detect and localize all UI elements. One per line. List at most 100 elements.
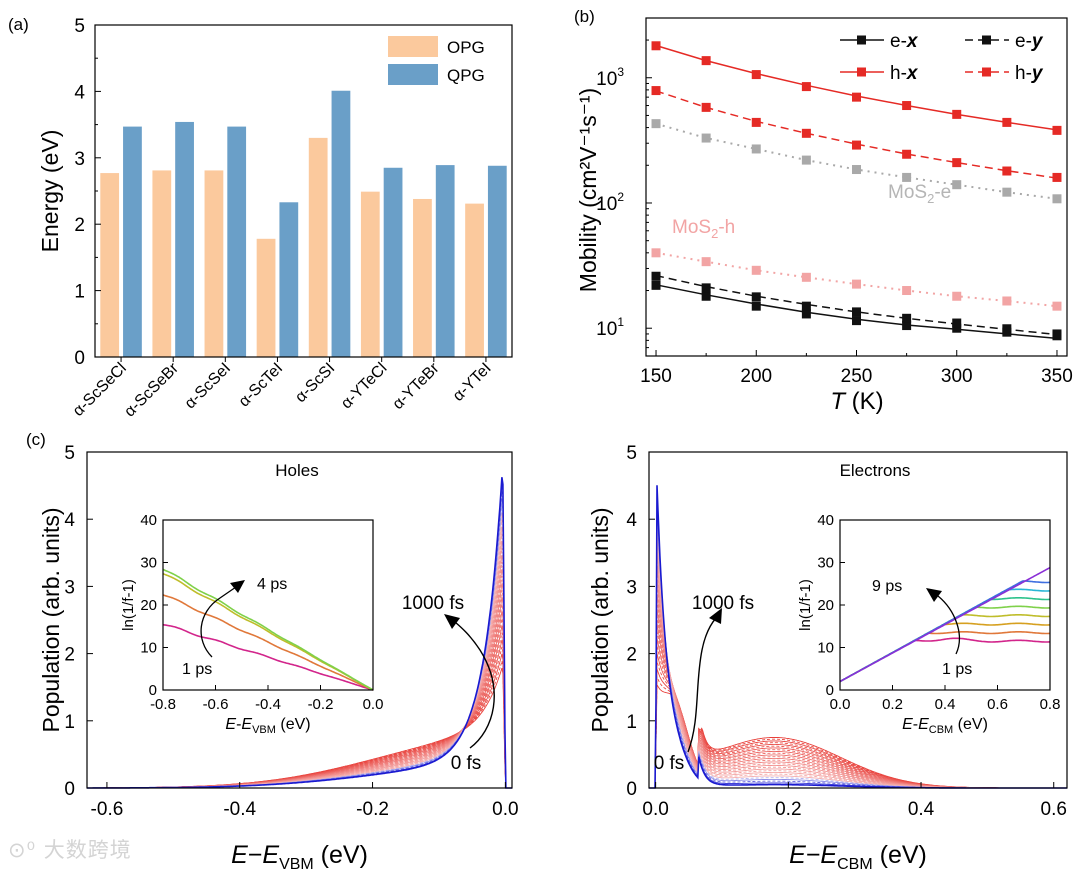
- distribution-curve: [649, 660, 1067, 789]
- series-line-1: [655, 274, 1058, 336]
- data-point: [952, 158, 962, 168]
- bar-opg-4: [308, 137, 328, 357]
- data-point: [952, 109, 962, 119]
- inset-x-tick-label: 0.6: [987, 696, 1008, 713]
- x-tick-label: 0.2: [775, 799, 801, 820]
- y-tick-label: 0: [74, 348, 85, 369]
- y-tick-label: 0: [626, 779, 637, 800]
- x-axis-label: E−ECBM (eV): [789, 841, 927, 872]
- x-tick-label: 0.6: [1041, 799, 1067, 820]
- inset-label-late: 9 ps: [872, 578, 902, 595]
- distribution-curve: [649, 614, 1067, 789]
- data-point: [701, 283, 711, 293]
- inset-x-tick-label: -0.4: [255, 696, 281, 713]
- inset-x-axis-label: E-EVBM (eV): [225, 716, 310, 736]
- category-label: α-ScTeI: [236, 360, 287, 411]
- time-arrow: [454, 621, 495, 749]
- y-tick-label: 1: [626, 712, 637, 733]
- legend-label-qpg: QPG: [447, 66, 485, 85]
- y-tick-label: 103: [596, 65, 624, 90]
- data-point: [751, 144, 761, 154]
- data-point: [852, 165, 861, 175]
- y-tick-label: 3: [64, 577, 75, 598]
- time-label-late: 1000 fs: [402, 593, 464, 614]
- y-axis-label: Energy (eV): [37, 130, 63, 253]
- y-tick-label: 3: [626, 577, 637, 598]
- x-tick-label: -0.6: [91, 799, 124, 820]
- inset-holes: -0.8 -0.6 -0.4 -0.2 0.0 0 10 20 30 40 ln(1/f-1) E-E…: [120, 512, 383, 736]
- data-point: [651, 119, 661, 129]
- data-point: [751, 265, 761, 275]
- data-point: [801, 309, 811, 319]
- x-tick-label: 150: [640, 366, 672, 387]
- y-tick-label: 1: [74, 282, 85, 303]
- data-point: [651, 86, 661, 96]
- bar-qpg-2: [227, 126, 247, 357]
- category-label: α-ScSI: [292, 360, 338, 406]
- x-tick-label: 250: [841, 366, 873, 387]
- bar-qpg-0: [123, 126, 142, 357]
- data-point: [1002, 296, 1012, 306]
- inset-y-tick-label: 40: [140, 512, 157, 529]
- x-tick-label: -0.4: [223, 799, 256, 820]
- category-label: α-ScSeBr: [121, 359, 182, 420]
- data-point: [801, 82, 811, 92]
- y-tick-label: 0: [64, 779, 75, 800]
- time-label-late: 1000 fs: [692, 593, 754, 614]
- bar-qpg-3: [279, 202, 299, 357]
- legend-label: h-x: [890, 63, 919, 84]
- legend-label: e-x: [890, 31, 919, 52]
- inset-x-tick-label: -0.8: [150, 696, 176, 713]
- inset-curve-3: [162, 568, 374, 691]
- data-point: [1002, 166, 1012, 176]
- inset-electrons: 0.0 0.2 0.4 0.6 0.8 0 10 20 30 40 ln(1/f-1) E-ECBM …: [797, 512, 1060, 736]
- inset-label-early: 1 ps: [942, 661, 972, 678]
- x-tick-label: 200: [740, 366, 772, 387]
- time-arrow-head: [709, 608, 722, 624]
- watermark: ⊙⁰ 大数跨境: [8, 838, 132, 862]
- annotation-mos2-h: MoS2-h: [672, 217, 735, 241]
- inset-x-tick-label: 0.8: [1040, 696, 1061, 713]
- data-point: [902, 321, 912, 331]
- x-tick-label: 350: [1041, 366, 1073, 387]
- distribution-curve: [649, 599, 1067, 789]
- inset-x-axis-label: E-ECBM (eV): [902, 716, 988, 736]
- data-point: [902, 149, 912, 159]
- inset-y-tick-label: 30: [140, 555, 157, 572]
- inset-x-tick-label: 0.2: [882, 696, 903, 713]
- series-line-2: [655, 44, 1058, 131]
- data-point: [952, 323, 962, 333]
- time-label-early: 0 fs: [654, 753, 685, 774]
- inset-y-tick-label: 20: [140, 597, 157, 614]
- y-tick-label: 2: [64, 645, 75, 666]
- bar-opg-6: [413, 198, 432, 357]
- inset-background: [163, 520, 373, 690]
- legend-swatch-qpg: [388, 64, 438, 85]
- y-tick-label: 5: [64, 443, 75, 464]
- data-point: [1052, 329, 1062, 339]
- data-point: [701, 291, 711, 301]
- x-tick-label: 0.4: [908, 799, 935, 820]
- bar-opg-2: [204, 170, 224, 357]
- data-point: [1052, 194, 1062, 204]
- subplot-title: Holes: [275, 461, 318, 480]
- data-point: [1002, 324, 1012, 334]
- data-point: [701, 133, 711, 143]
- inset-y-tick-label: 0: [149, 682, 157, 699]
- data-point: [902, 313, 912, 323]
- bar-qpg-1: [175, 121, 194, 357]
- time-arrow-head: [444, 614, 460, 629]
- inset-y-tick-label: 10: [140, 640, 157, 657]
- legend-marker: [857, 35, 866, 45]
- inset-arrow-head: [230, 580, 245, 593]
- bar-opg-1: [152, 170, 172, 357]
- bar-opg-3: [256, 238, 276, 357]
- data-point: [902, 286, 912, 296]
- bar-qpg-4: [331, 90, 351, 358]
- data-point: [1052, 301, 1062, 311]
- x-axis-label: E−EVBM (eV): [231, 841, 368, 872]
- data-point: [952, 180, 962, 190]
